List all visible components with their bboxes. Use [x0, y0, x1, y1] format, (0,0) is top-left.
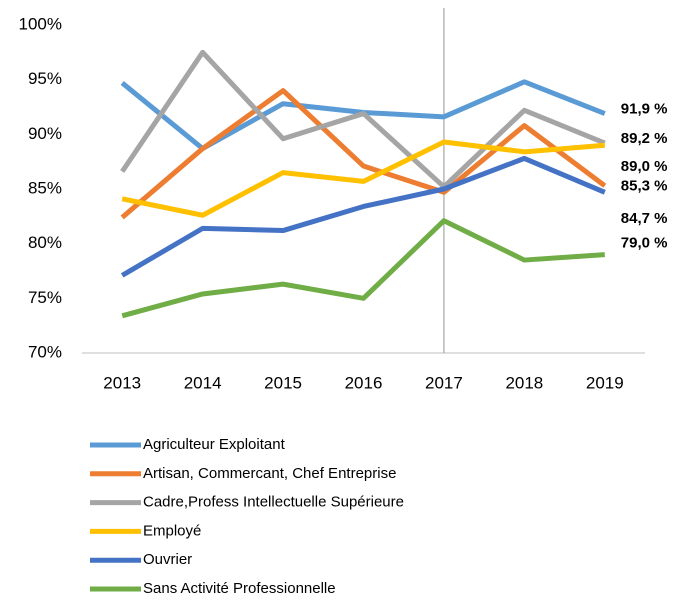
legend-label: Artisan, Commercant, Chef Entreprise: [143, 465, 396, 482]
legend-label: Agriculteur Exploitant: [143, 436, 286, 453]
legend-label: Sans Activité Professionnelle: [143, 580, 336, 597]
x-tick-label: 2017: [425, 373, 463, 392]
y-tick-label: 95%: [28, 69, 62, 88]
series-line: [120, 88, 607, 220]
x-tick-label: 2014: [184, 373, 222, 392]
y-tick-label: 75%: [28, 288, 62, 307]
series-line: [120, 49, 606, 190]
value-label: 89,2 %: [621, 130, 668, 147]
series-line: [121, 218, 605, 319]
value-label: 79,0 %: [621, 235, 668, 252]
legend-label: Employé: [143, 522, 201, 539]
legend-label: Cadre,Profess Intellectuelle Supérieure: [143, 494, 404, 511]
x-tick-label: 2015: [264, 373, 302, 392]
y-tick-label: 85%: [28, 178, 62, 197]
x-tick-label: 2019: [586, 373, 624, 392]
value-label: 84,7 %: [621, 210, 668, 227]
legend-label: Ouvrier: [143, 551, 192, 568]
x-tick-label: 2018: [505, 373, 543, 392]
series-line: [120, 155, 606, 278]
value-label: 85,3 %: [621, 178, 668, 195]
x-tick-label: 2016: [345, 373, 383, 392]
y-tick-label: 100%: [19, 14, 62, 33]
value-label: 89,0 %: [621, 158, 668, 175]
y-tick-label: 70%: [28, 342, 62, 361]
x-tick-label: 2013: [103, 373, 141, 392]
value-label: 91,9 %: [621, 101, 668, 118]
series-line: [121, 139, 605, 218]
y-tick-label: 90%: [28, 124, 62, 143]
y-tick-label: 80%: [28, 233, 62, 252]
